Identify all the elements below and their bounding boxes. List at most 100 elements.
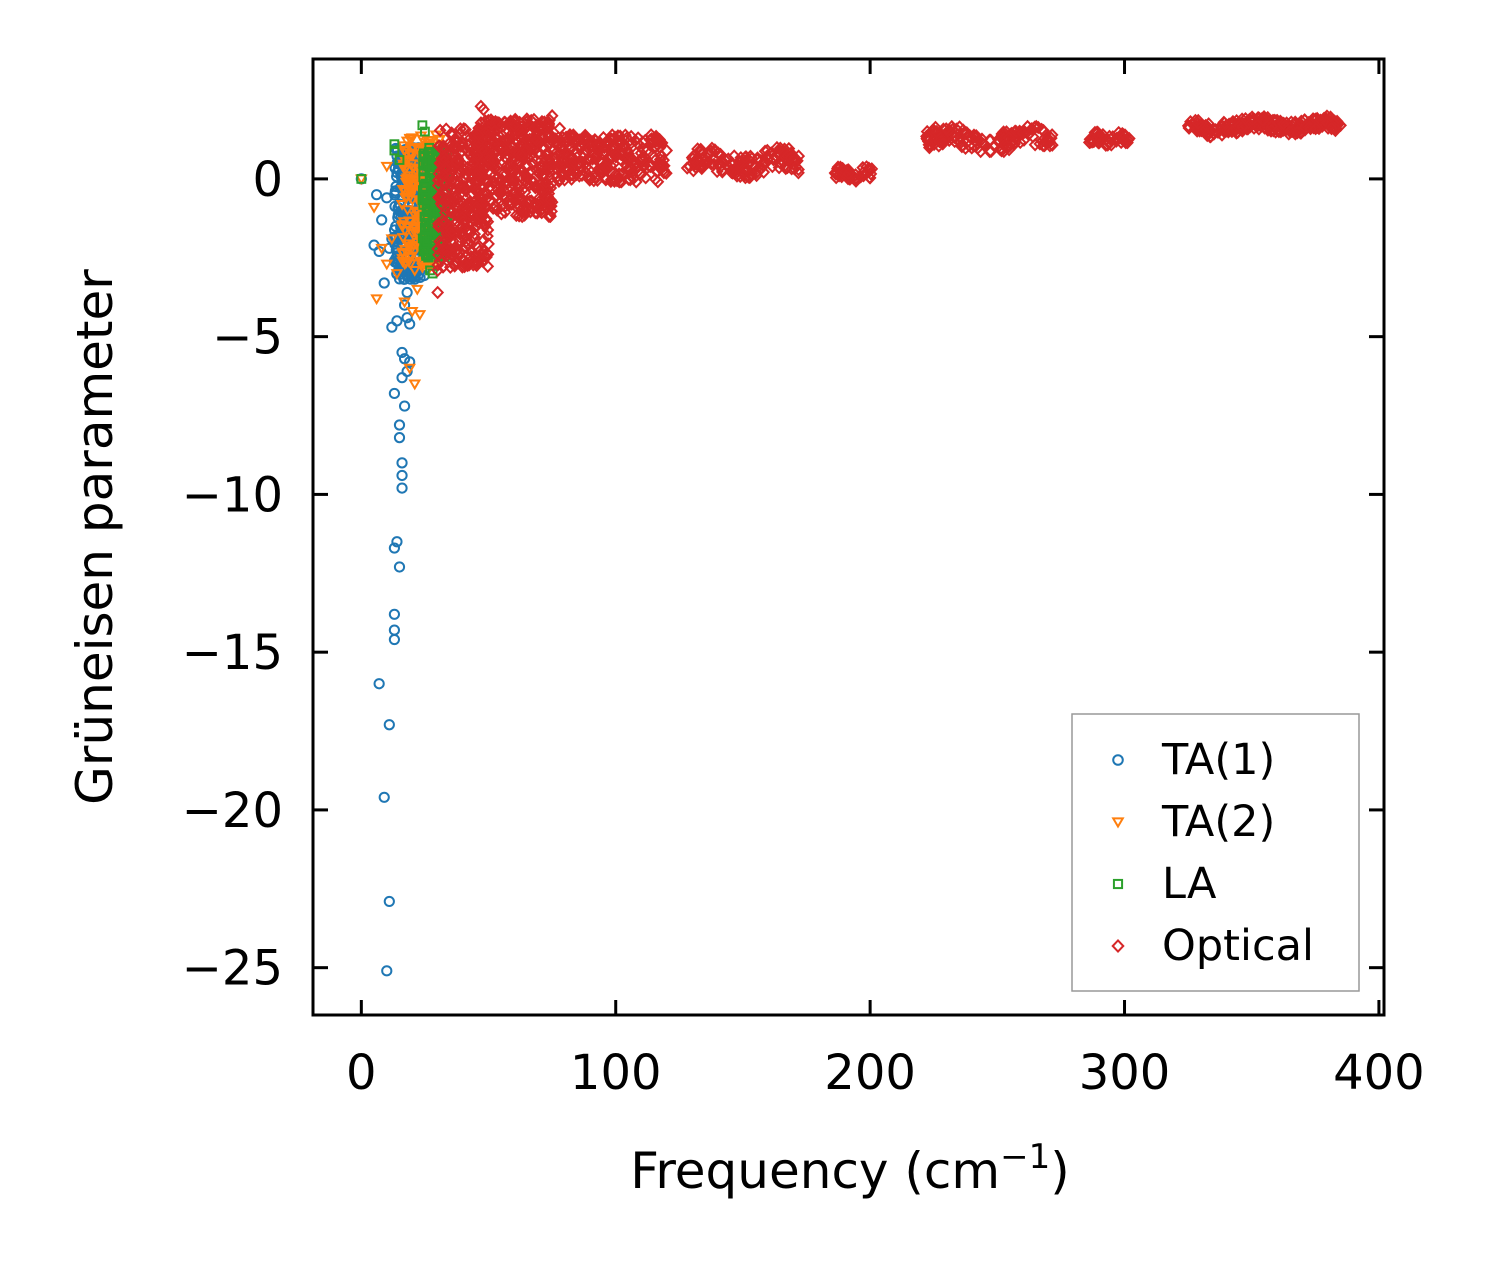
point-optical <box>655 136 669 150</box>
point-la <box>420 126 430 137</box>
point-optical <box>563 127 577 142</box>
point-optical <box>440 244 454 259</box>
point-ta1 <box>378 277 390 289</box>
point-optical <box>435 142 449 156</box>
point-optical <box>448 190 462 205</box>
point-ta2 <box>413 310 427 321</box>
point-optical <box>609 150 623 164</box>
point-optical <box>433 254 447 268</box>
point-optical <box>503 163 517 177</box>
point-optical <box>725 165 738 180</box>
point-optical <box>792 162 805 177</box>
point-optical <box>622 161 636 175</box>
point-la <box>418 172 429 183</box>
point-la <box>420 229 431 240</box>
y-tick-label: −20 <box>182 783 283 839</box>
point-optical <box>1309 121 1323 136</box>
point-ta1 <box>388 387 401 400</box>
point-optical <box>534 147 548 162</box>
point-optical <box>461 178 475 192</box>
plot-frame <box>311 57 1386 1017</box>
point-optical <box>446 234 460 249</box>
point-optical <box>431 263 445 278</box>
point-optical <box>599 173 613 187</box>
point-optical <box>647 140 661 155</box>
point-ta2 <box>404 251 418 263</box>
point-ta1 <box>401 286 413 299</box>
point-optical <box>544 193 558 207</box>
point-optical <box>521 118 535 133</box>
point-optical <box>860 166 874 180</box>
point-optical <box>1241 122 1255 136</box>
point-optical <box>485 147 498 162</box>
point-optical <box>437 139 450 154</box>
point-ta2 <box>398 297 411 309</box>
point-optical <box>475 203 489 218</box>
point-optical <box>470 200 484 214</box>
point-optical <box>438 216 452 230</box>
point-optical <box>498 199 512 213</box>
point-optical <box>458 258 472 272</box>
point-optical <box>1325 121 1338 136</box>
point-la <box>418 148 429 159</box>
point-ta1 <box>414 271 426 284</box>
point-optical <box>760 143 774 158</box>
point-optical <box>936 137 950 151</box>
legend: TA(1) TA(2) LA Optical <box>1071 713 1360 992</box>
point-optical <box>471 256 485 271</box>
point-optical <box>451 151 465 166</box>
point-optical <box>789 160 803 174</box>
point-optical <box>534 135 548 149</box>
point-optical <box>502 198 516 213</box>
point-optical <box>615 167 629 181</box>
point-optical <box>637 142 650 156</box>
point-ta1 <box>396 469 408 482</box>
point-optical <box>433 190 447 204</box>
point-optical <box>554 133 568 147</box>
point-optical <box>653 156 667 171</box>
y-tick-label: −5 <box>212 310 283 366</box>
point-optical <box>1200 127 1214 142</box>
legend-marker-ta1 <box>1112 754 1124 766</box>
point-optical <box>459 172 473 186</box>
point-optical <box>1293 125 1307 140</box>
point-optical <box>1226 124 1239 138</box>
y-tick-label: 0 <box>252 152 283 208</box>
point-la <box>420 185 431 195</box>
point-optical <box>545 109 559 123</box>
point-optical <box>576 151 590 165</box>
point-optical <box>704 144 718 158</box>
y-tick-label: −25 <box>182 941 283 997</box>
point-ta2 <box>370 294 383 306</box>
point-optical <box>849 174 863 188</box>
point-ta2 <box>402 179 416 191</box>
point-optical <box>587 173 601 188</box>
point-ta2 <box>398 155 411 167</box>
point-optical <box>1206 122 1220 137</box>
point-ta2 <box>380 161 394 173</box>
point-optical <box>1201 120 1215 134</box>
point-ta2 <box>375 243 389 255</box>
point-optical <box>922 137 936 152</box>
point-optical <box>757 165 771 179</box>
point-optical <box>457 254 471 269</box>
point-optical <box>649 129 663 144</box>
point-ta1 <box>388 608 401 620</box>
point-optical <box>571 134 585 148</box>
point-optical <box>518 205 532 219</box>
point-optical <box>1038 135 1052 149</box>
point-ta1 <box>381 965 393 977</box>
point-optical <box>512 155 526 170</box>
legend-label-ta1: TA(1) <box>1161 735 1275 785</box>
point-optical <box>456 197 470 211</box>
point-ta2 <box>410 284 424 296</box>
point-ta2 <box>406 163 420 175</box>
point-optical <box>1017 133 1031 147</box>
point-optical <box>452 165 466 179</box>
point-optical <box>507 118 521 132</box>
point-ta1 <box>396 346 408 359</box>
point-optical <box>482 153 496 167</box>
point-optical <box>512 185 526 200</box>
